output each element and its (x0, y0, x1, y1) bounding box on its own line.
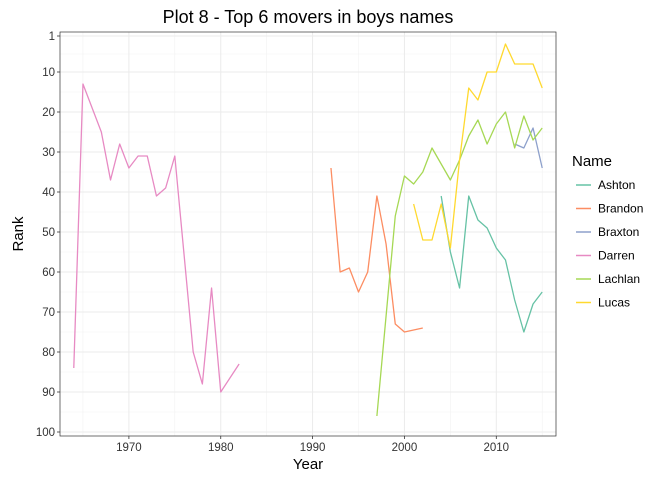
legend-title: Name (572, 153, 612, 170)
legend-label: Brandon (598, 202, 643, 216)
legend-item-brandon: Brandon (576, 202, 643, 216)
legend-label: Lachlan (598, 272, 640, 286)
y-tick-label: 50 (42, 227, 55, 239)
y-tick-label: 40 (42, 187, 55, 199)
series-line-lachlan (376, 111, 543, 417)
plot-panel-border (59, 31, 557, 437)
grid-lines (60, 32, 556, 436)
legend-item-darren: Darren (576, 249, 635, 263)
y-tick-label: 20 (42, 107, 55, 119)
y-tick-label: 1 (49, 31, 55, 43)
x-tick-label: 2010 (483, 442, 509, 454)
legend: Name Ashton Brandon Braxton Darren Lachlan Lu… (572, 153, 643, 310)
y-tick-label: 80 (42, 347, 55, 359)
series-line-braxton (514, 127, 543, 169)
legend-label: Ashton (598, 178, 635, 192)
y-tick-label: 100 (36, 427, 55, 439)
legend-label: Darren (598, 249, 635, 263)
legend-label: Lucas (598, 296, 630, 310)
series-line-darren (73, 83, 240, 393)
series-braxton (514, 127, 543, 169)
x-tick-label: 1970 (116, 442, 142, 454)
legend-item-lucas: Lucas (576, 296, 630, 310)
x-axis-title: Year (293, 456, 323, 473)
series-brandon (330, 167, 423, 333)
series-ashton (440, 195, 543, 333)
plot-panel (60, 32, 556, 436)
y-tick-label: 60 (42, 267, 55, 279)
chart-title: Plot 8 - Top 6 movers in boys names (163, 7, 454, 27)
series-line-lucas (413, 43, 543, 249)
legend-item-lachlan: Lachlan (576, 272, 640, 286)
legend-label: Braxton (598, 225, 639, 239)
y-tick-label: 70 (42, 307, 55, 319)
x-tick-label: 1980 (208, 442, 234, 454)
series-lachlan (376, 111, 543, 417)
y-tick-label: 90 (42, 387, 55, 399)
x-tick-label: 1990 (300, 442, 326, 454)
x-tick-label: 2000 (392, 442, 418, 454)
legend-item-ashton: Ashton (576, 178, 635, 192)
series-line-ashton (440, 195, 543, 333)
series-lucas (413, 43, 543, 249)
legend-item-braxton: Braxton (576, 225, 639, 239)
series-line-brandon (330, 167, 423, 333)
axes: 1970 1980 1990 2000 2010 1 10 20 30 40 50 60 70 80 90 1… (36, 31, 509, 454)
series-lines (73, 43, 543, 417)
y-tick-label: 10 (42, 67, 55, 79)
y-axis-title: Rank (10, 216, 27, 252)
y-tick-label: 30 (42, 147, 55, 159)
series-darren (73, 83, 240, 393)
